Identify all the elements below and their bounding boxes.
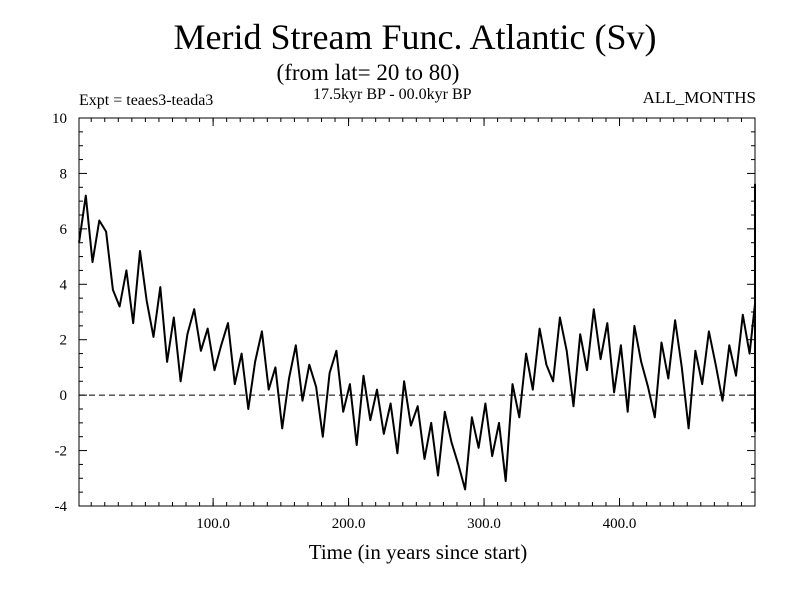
x-tick-label: 100.0	[196, 516, 230, 532]
y-tick-label: 6	[60, 222, 68, 238]
months-label: ALL_MONTHS	[642, 88, 756, 107]
x-tick-label: 400.0	[603, 516, 637, 532]
chart-title: Merid Stream Func. Atlantic (Sv)	[173, 17, 657, 57]
y-tick-label: 10	[52, 111, 67, 127]
y-tick-label: -4	[55, 499, 68, 515]
period-label: 17.5kyr BP - 00.0kyr BP	[313, 86, 472, 103]
plot-frame	[78, 117, 756, 507]
x-tick-label: 300.0	[467, 516, 501, 532]
chart-subtitle: (from lat= 20 to 80)	[276, 60, 460, 85]
x-axis-label: Time (in years since start)	[308, 540, 528, 564]
experiment-label: Expt = teaes3-teada3	[79, 92, 214, 109]
series-line	[78, 183, 756, 491]
y-tick-label: 2	[60, 333, 68, 349]
x-tick-label: 200.0	[332, 516, 366, 532]
y-tick-label: -2	[55, 444, 68, 460]
y-tick-label: 0	[60, 388, 68, 404]
y-tick-label: 8	[60, 166, 68, 182]
y-tick-label: 4	[60, 277, 68, 293]
